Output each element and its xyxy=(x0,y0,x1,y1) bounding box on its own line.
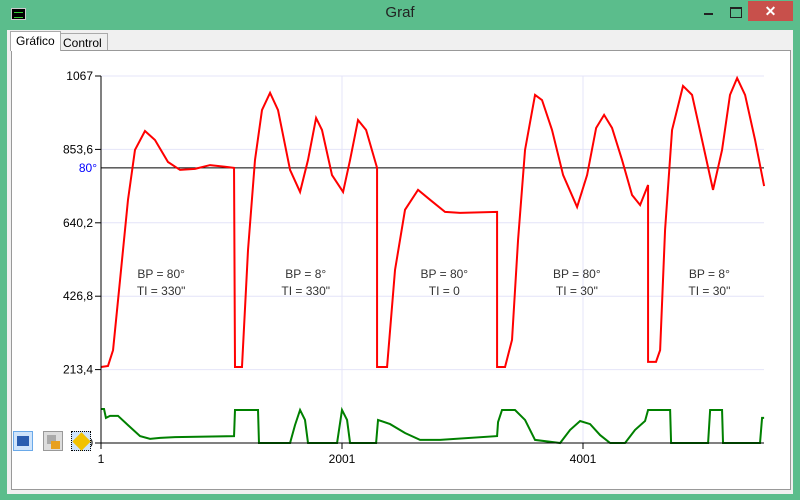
x-tick-label: 4001 xyxy=(570,452,597,466)
annotation-label: TI = 30" xyxy=(688,284,730,298)
export-icon[interactable] xyxy=(71,431,91,451)
y-tick-label: 640,2 xyxy=(63,216,93,230)
y-tick-label: 1067 xyxy=(66,69,93,83)
maximize-button[interactable] xyxy=(727,1,757,21)
app-icon xyxy=(11,8,26,20)
annotation-label: BP = 80° xyxy=(553,267,601,281)
close-button[interactable]: ✕ xyxy=(748,1,793,21)
y-tick-label: 426,8 xyxy=(63,289,93,303)
pv-series-line xyxy=(100,75,766,368)
x-tick-label: 1 xyxy=(98,452,105,466)
chart-panel xyxy=(11,50,791,490)
arrow-right-icon[interactable] xyxy=(13,431,33,451)
copy-icon[interactable] xyxy=(43,431,63,451)
annotation-label: BP = 8° xyxy=(285,267,326,281)
setpoint-label: 80° xyxy=(79,161,97,175)
x-tick-label: 2001 xyxy=(329,452,356,466)
annotation-label: TI = 30" xyxy=(556,284,598,298)
tab-grafico[interactable]: Gráfico xyxy=(10,31,61,51)
output-series-line xyxy=(101,406,765,445)
y-tick-label: 853,6 xyxy=(63,142,93,156)
minimize-button[interactable] xyxy=(700,1,730,21)
window-title: Graf xyxy=(385,4,415,21)
annotation-label: TI = 0 xyxy=(429,284,460,298)
tab-control[interactable]: Control xyxy=(57,33,108,51)
annotation-label: TI = 330" xyxy=(137,284,186,298)
annotation-label: BP = 8° xyxy=(689,267,730,281)
annotation-label: BP = 80° xyxy=(420,267,468,281)
window-body: Gráfico Control xyxy=(7,30,793,494)
annotation-label: BP = 80° xyxy=(137,267,185,281)
y-tick-label: 213,4 xyxy=(63,363,93,377)
annotation-label: TI = 330" xyxy=(281,284,330,298)
